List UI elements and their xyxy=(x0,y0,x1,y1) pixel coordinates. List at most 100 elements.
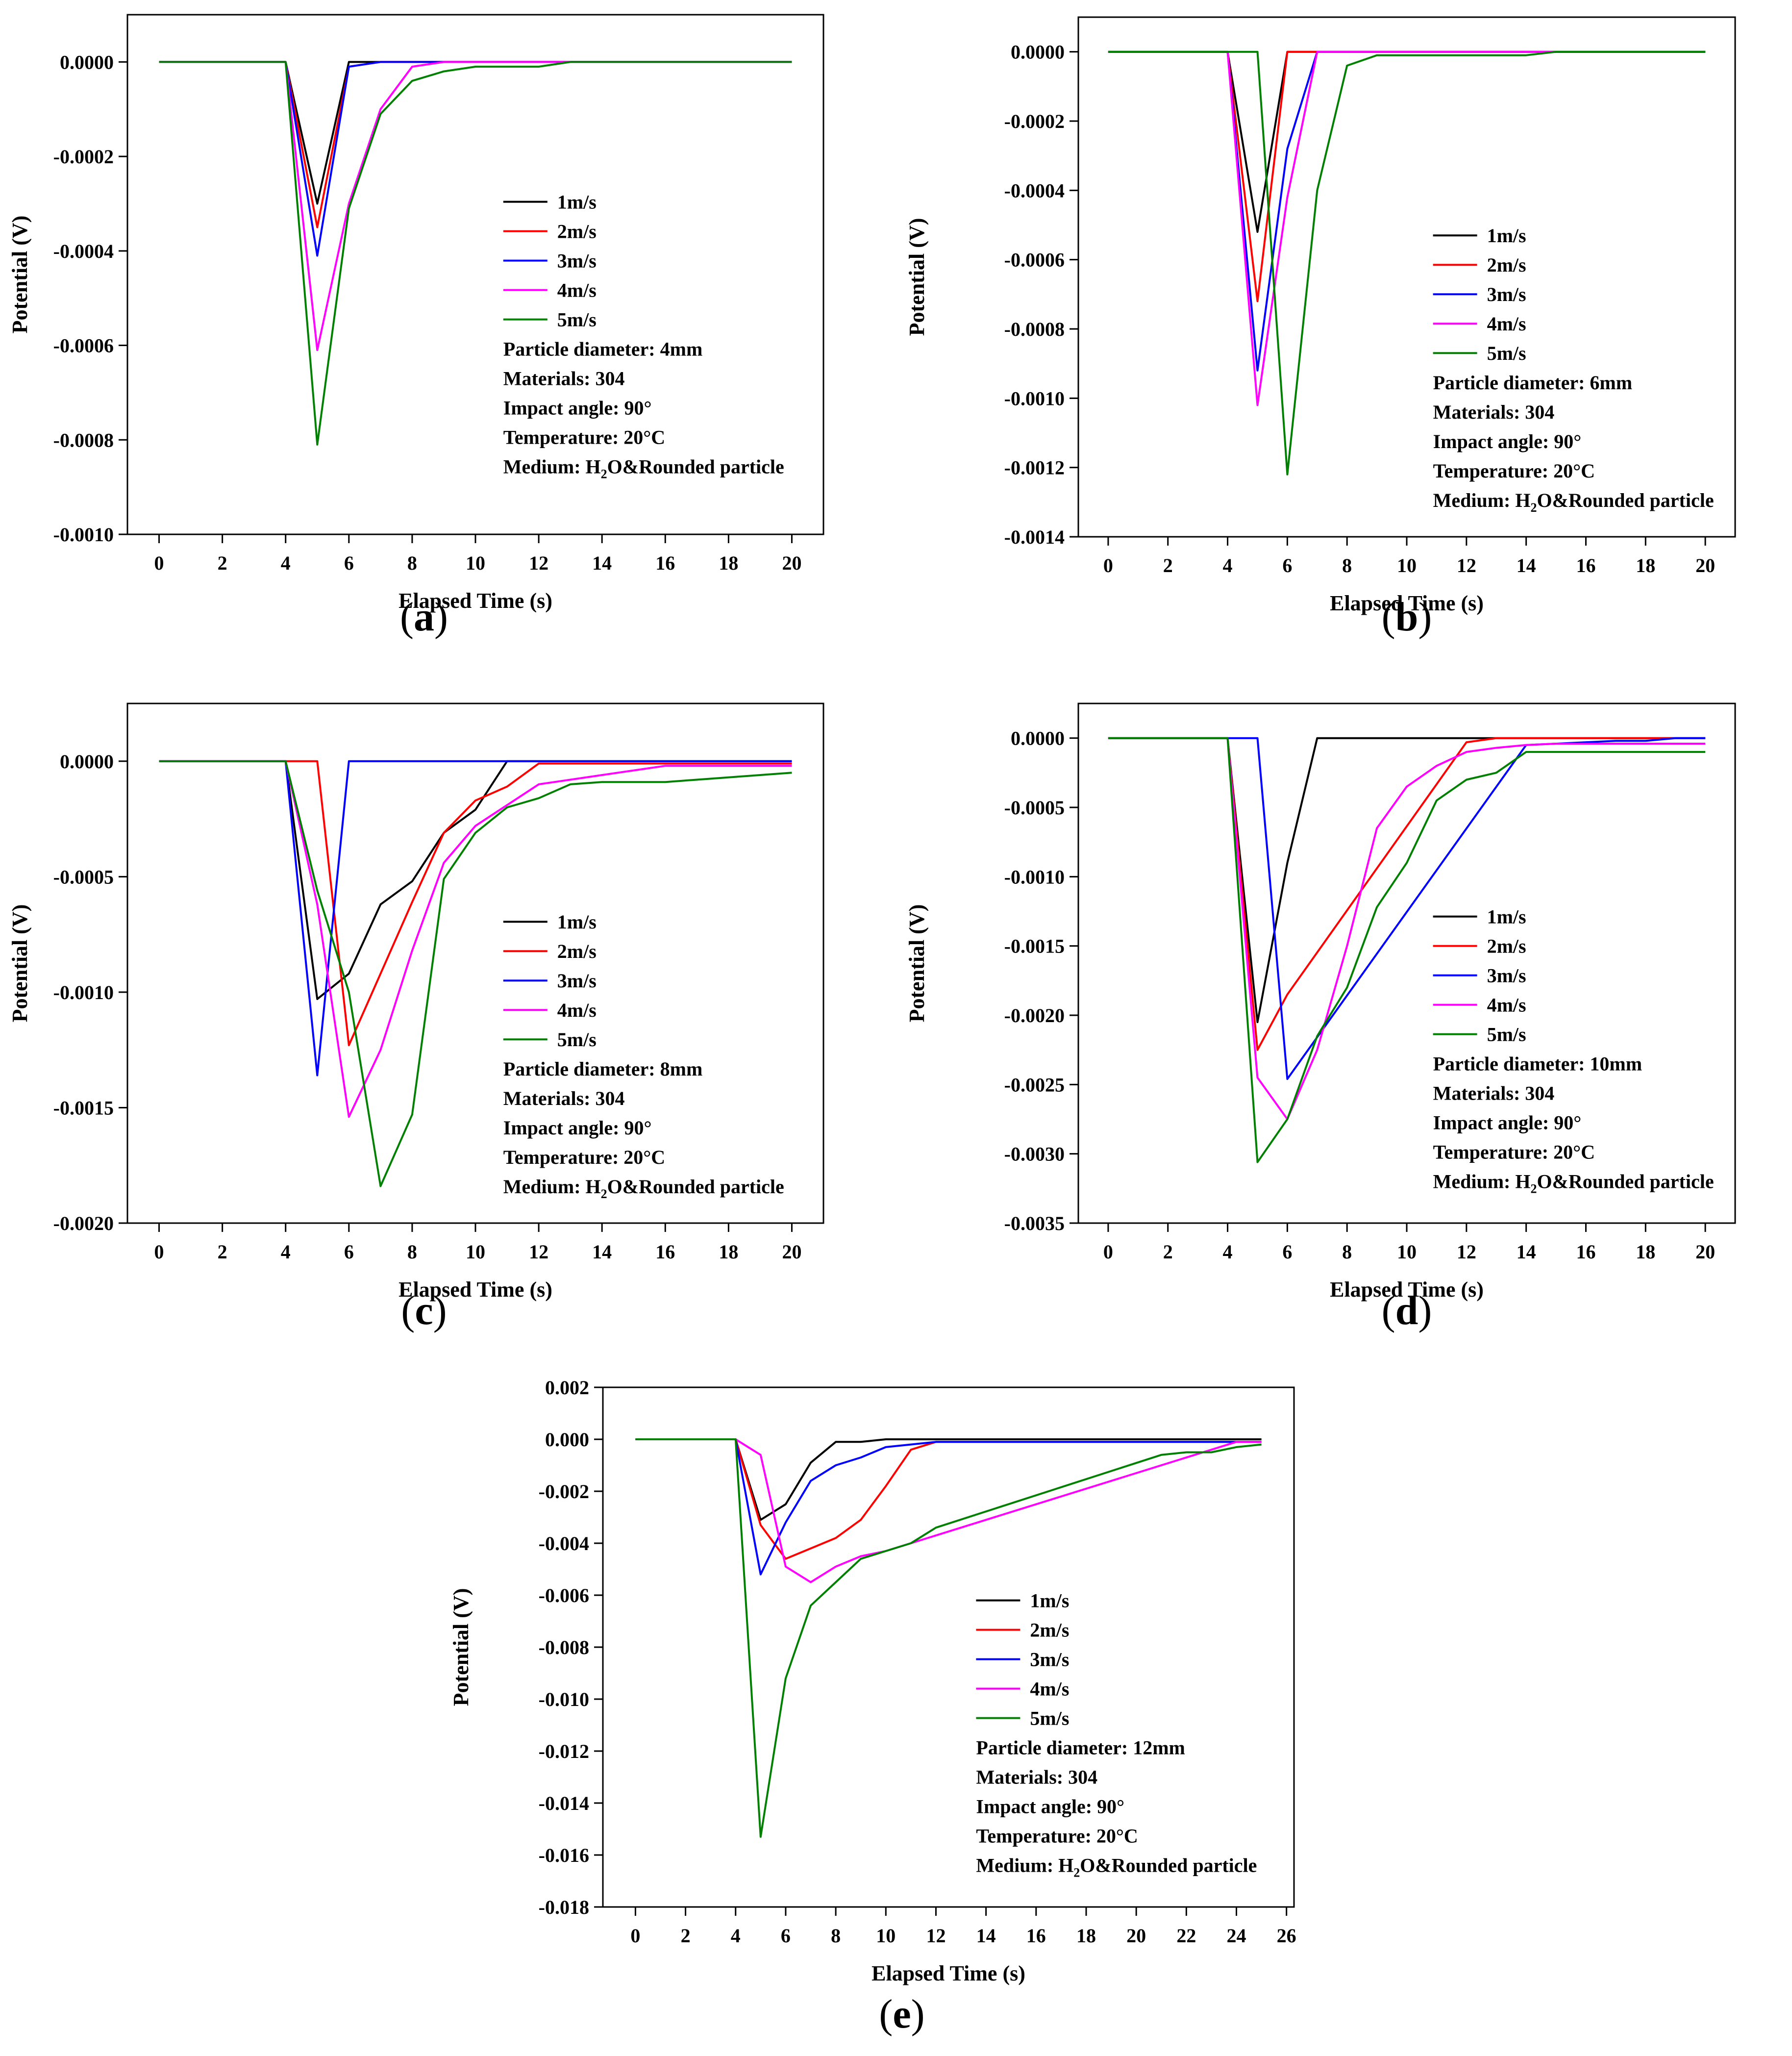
y-tick-label: -0.0004 xyxy=(53,240,114,262)
legend-label: 2m/s xyxy=(1487,254,1526,276)
legend-label: 3m/s xyxy=(557,250,597,272)
x-tick-label: 2 xyxy=(1163,554,1173,577)
legend-label: 1m/s xyxy=(557,911,597,933)
y-tick-label: -0.0004 xyxy=(1004,179,1065,201)
x-tick-label: 22 xyxy=(1176,1925,1196,1947)
legend-label: 4m/s xyxy=(1030,1678,1069,1700)
x-tick-label: 2 xyxy=(681,1925,691,1947)
annotation-text: Particle diameter: 10mm xyxy=(1433,1053,1642,1075)
series-line-4m-per-s xyxy=(1108,50,1706,406)
y-tick-label: -0.004 xyxy=(539,1532,589,1555)
x-tick-label: 0 xyxy=(630,1925,640,1947)
series-line-4m-per-s xyxy=(635,1438,1262,1583)
x-tick-label: 26 xyxy=(1277,1925,1296,1947)
y-tick-label: -0.018 xyxy=(539,1896,589,1918)
x-tick-label: 6 xyxy=(1282,1241,1292,1263)
x-tick-label: 16 xyxy=(1576,554,1595,577)
chart-panel-a: 0 2 4 6 8 10 12 14 16 18 20 -0.0010 -0.0008 -0.0006 -0… xyxy=(8,14,824,613)
legend-label: 1m/s xyxy=(557,191,597,213)
x-tick-label: 10 xyxy=(1397,1241,1417,1263)
legend-label: 5m/s xyxy=(557,309,597,331)
series-line-2m-per-s xyxy=(635,1438,1262,1560)
x-tick-label: 0 xyxy=(1103,1241,1113,1263)
annotation-text: Medium: H2O&Rounded particle xyxy=(1433,489,1714,515)
y-axis-label: Potential (V) xyxy=(905,218,929,336)
series-line-1m-per-s xyxy=(1108,50,1706,233)
y-tick-label: 0.0000 xyxy=(1011,41,1065,63)
series-line-4m-per-s xyxy=(1108,737,1706,1120)
y-tick-label: 0.0000 xyxy=(60,51,114,73)
panel-caption-letter: d xyxy=(1395,1288,1419,1333)
x-tick-label: 24 xyxy=(1227,1925,1246,1947)
x-tick-label: 14 xyxy=(976,1925,996,1947)
y-tick-label: -0.002 xyxy=(539,1480,589,1503)
series-line-5m-per-s xyxy=(635,1438,1262,1838)
x-tick-label: 14 xyxy=(1517,1241,1536,1263)
x-tick-label: 14 xyxy=(592,552,612,574)
y-tick-label: -0.0025 xyxy=(1004,1074,1065,1096)
panel-caption-letter: a xyxy=(414,594,434,640)
legend-label: 2m/s xyxy=(1030,1619,1069,1641)
y-tick-label: -0.012 xyxy=(539,1740,589,1762)
y-tick-label: -0.0014 xyxy=(1004,526,1065,548)
y-tick-label: -0.0020 xyxy=(53,1212,114,1234)
x-tick-label: 12 xyxy=(529,552,548,574)
y-tick-label: -0.0035 xyxy=(1004,1212,1065,1234)
legend-label: 3m/s xyxy=(557,970,597,992)
x-tick-label: 4 xyxy=(1223,1241,1233,1263)
y-tick-label: -0.0015 xyxy=(53,1097,114,1119)
annotation-text: Temperature: 20°C xyxy=(1433,460,1595,482)
legend-label: 2m/s xyxy=(557,940,597,962)
y-tick-label: 0.0000 xyxy=(60,751,114,773)
y-axis-label: Potential (V) xyxy=(905,904,929,1023)
legend-label: 2m/s xyxy=(557,221,597,243)
x-tick-label: 8 xyxy=(1342,1241,1352,1263)
x-tick-label: 18 xyxy=(1636,554,1655,577)
annotation-text: Medium: H2O&Rounded particle xyxy=(503,1176,784,1201)
series-line-5m-per-s xyxy=(1108,50,1706,476)
legend-label: 1m/s xyxy=(1030,1590,1069,1612)
y-tick-label: -0.0015 xyxy=(1004,935,1065,957)
legend-label: 5m/s xyxy=(1030,1707,1069,1730)
y-tick-label: -0.006 xyxy=(539,1584,589,1606)
legend-label: 3m/s xyxy=(1487,283,1526,305)
x-tick-label: 18 xyxy=(1636,1241,1655,1263)
y-tick-label: -0.0012 xyxy=(1004,457,1065,479)
y-tick-label: -0.0005 xyxy=(1004,797,1065,819)
x-tick-label: 4 xyxy=(1223,554,1233,577)
annotation-text: Medium: H2O&Rounded particle xyxy=(976,1855,1257,1880)
x-tick-label: 6 xyxy=(344,1241,354,1263)
x-tick-label: 20 xyxy=(782,1241,801,1263)
y-tick-label: -0.014 xyxy=(539,1792,589,1814)
annotation-text: Impact angle: 90° xyxy=(503,397,652,419)
x-tick-label: 16 xyxy=(655,552,675,574)
x-tick-label: 10 xyxy=(466,1241,485,1263)
series-line-3m-per-s xyxy=(1108,50,1706,372)
y-tick-label: -0.0002 xyxy=(53,146,114,168)
y-tick-label: -0.0010 xyxy=(1004,387,1065,409)
y-tick-label: -0.0008 xyxy=(1004,318,1065,340)
x-tick-label: 8 xyxy=(1342,554,1352,577)
panel-caption: (c) xyxy=(401,1288,447,1333)
panel-caption-letter: c xyxy=(415,1288,433,1333)
x-axis-label: Elapsed Time (s) xyxy=(871,1961,1025,1985)
x-tick-label: 20 xyxy=(1695,554,1715,577)
y-axis-label: Potential (V) xyxy=(449,1588,473,1706)
x-axis-label: Elapsed Time (s) xyxy=(1330,1278,1484,1302)
y-tick-label: 0.002 xyxy=(545,1377,589,1399)
annotation-text: Materials: 304 xyxy=(1433,401,1555,423)
x-axis-label: Elapsed Time (s) xyxy=(1330,591,1484,615)
y-tick-label: -0.016 xyxy=(539,1844,589,1866)
y-tick-label: -0.0002 xyxy=(1004,110,1065,132)
annotation-text: Materials: 304 xyxy=(1433,1082,1555,1104)
panel-caption-letter: b xyxy=(1395,594,1419,640)
legend-label: 3m/s xyxy=(1487,965,1526,987)
annotation-text: Particle diameter: 6mm xyxy=(1433,372,1632,394)
y-axis-label: Potential (V) xyxy=(8,904,32,1023)
legend-label: 4m/s xyxy=(1487,313,1526,335)
x-tick-label: 8 xyxy=(831,1925,841,1947)
x-tick-label: 0 xyxy=(1103,554,1113,577)
plot-frame xyxy=(1077,16,1736,538)
x-tick-label: 8 xyxy=(407,552,417,574)
x-axis-label: Elapsed Time (s) xyxy=(398,589,552,613)
